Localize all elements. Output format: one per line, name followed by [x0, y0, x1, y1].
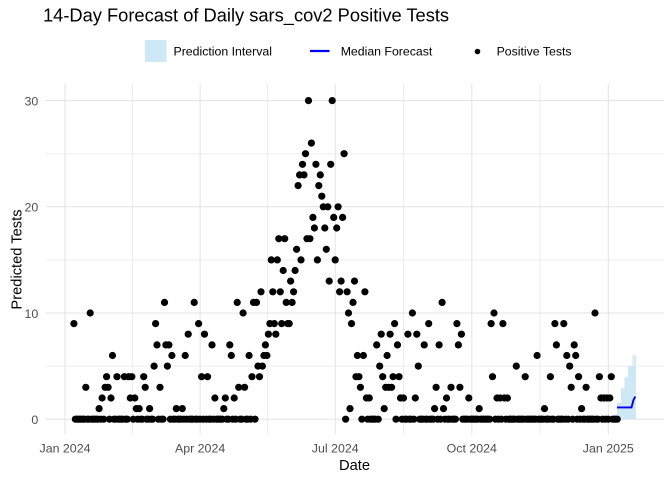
svg-text:Oct 2024: Oct 2024 — [447, 441, 497, 455]
svg-text:Jul 2024: Jul 2024 — [312, 441, 359, 455]
svg-text:Jan 2025: Jan 2025 — [583, 441, 634, 455]
svg-text:20: 20 — [25, 201, 39, 215]
svg-text:Median Forecast: Median Forecast — [341, 45, 433, 59]
svg-text:Apr 2024: Apr 2024 — [175, 441, 225, 455]
svg-text:14-Day Forecast of Daily sars_: 14-Day Forecast of Daily sars_cov2 Posit… — [43, 5, 449, 27]
svg-text:10: 10 — [25, 307, 39, 321]
svg-text:Positive Tests: Positive Tests — [497, 45, 572, 59]
svg-text:Prediction Interval: Prediction Interval — [174, 45, 272, 59]
svg-text:Date: Date — [339, 458, 370, 474]
svg-text:Jan 2024: Jan 2024 — [40, 441, 91, 455]
svg-text:30: 30 — [25, 95, 39, 109]
svg-text:Predicted Tests: Predicted Tests — [10, 209, 26, 309]
svg-text:0: 0 — [31, 413, 38, 427]
